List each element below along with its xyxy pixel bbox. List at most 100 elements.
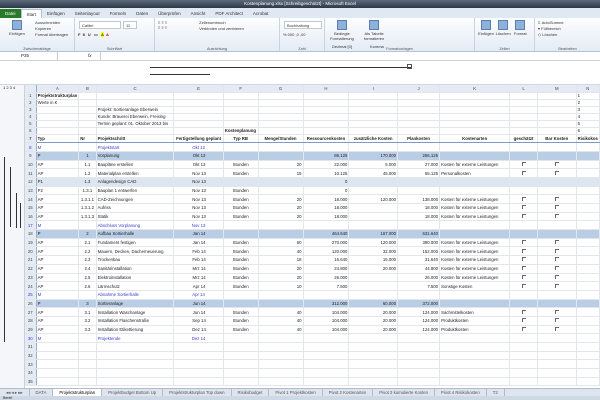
cell[interactable]: Kostenplanung [223, 127, 259, 135]
ribbon-tab-seitenlayout[interactable]: Seitenlayout [74, 11, 100, 16]
cell[interactable]: AP [36, 255, 80, 265]
cell[interactable] [537, 177, 577, 187]
cell[interactable]: 20 [258, 203, 304, 213]
cell[interactable] [439, 342, 511, 352]
fill-button[interactable]: ▾ Füllbereich [538, 26, 561, 31]
cell[interactable] [348, 220, 398, 231]
cell[interactable]: M [36, 142, 80, 152]
cell[interactable] [258, 342, 304, 352]
row-header[interactable]: 3 [25, 106, 37, 114]
row-header[interactable]: 26 [25, 299, 37, 309]
cell[interactable] [537, 186, 577, 196]
cell[interactable] [576, 281, 600, 291]
sheet-tab[interactable]: Pivot 1 Projektkosten [269, 389, 323, 396]
cell[interactable]: Jan 14 [173, 238, 224, 248]
cell[interactable] [78, 377, 97, 387]
cell[interactable] [576, 273, 600, 283]
ribbon-tab-daten[interactable]: Daten [136, 11, 149, 16]
cell[interactable]: 20.000 [348, 307, 398, 317]
column-group-bar[interactable] [150, 74, 210, 75]
cell[interactable] [258, 290, 304, 300]
cell[interactable]: 270.000 [303, 238, 350, 248]
cell[interactable]: Sortieranlage [96, 299, 175, 309]
cell[interactable]: 0 [303, 177, 350, 187]
sheet-tab[interactable]: Risikobudget [232, 389, 270, 396]
ribbon-tab-ansicht[interactable]: Ansicht [190, 11, 206, 16]
cell[interactable] [537, 255, 577, 265]
cell[interactable]: Feb 14 [173, 246, 224, 257]
cell[interactable]: 256.125 [397, 151, 441, 161]
cell[interactable] [537, 238, 577, 248]
cell[interactable] [509, 359, 538, 370]
cell[interactable] [397, 99, 441, 107]
cell[interactable]: 40 [258, 325, 304, 335]
cell[interactable] [439, 106, 511, 114]
cell[interactable]: 1.2 [78, 168, 97, 178]
cell[interactable] [509, 168, 538, 178]
cell[interactable]: Kosten für externe Leistungen [439, 238, 511, 248]
cell[interactable]: 2 [78, 229, 97, 239]
cell[interactable] [348, 120, 398, 128]
cell[interactable]: 32.000 [348, 246, 398, 257]
cell[interactable]: Stunden [223, 273, 259, 283]
cell[interactable] [576, 229, 600, 239]
cell[interactable]: 3.2 [78, 316, 97, 326]
cell[interactable]: Produktkosten [439, 325, 511, 335]
cell[interactable] [96, 127, 175, 135]
cell[interactable]: 20 [258, 273, 304, 283]
cell[interactable] [78, 290, 97, 300]
cell[interactable] [348, 92, 398, 100]
cell[interactable]: Fundament festigen [96, 238, 175, 248]
row-header[interactable]: 16 [25, 212, 37, 222]
cell[interactable] [258, 113, 304, 121]
cell[interactable] [78, 142, 97, 152]
cell[interactable] [537, 377, 577, 387]
row-header[interactable]: 21 [25, 255, 37, 265]
cell[interactable] [397, 220, 441, 231]
cell[interactable] [258, 299, 304, 309]
cell[interactable]: AP [36, 246, 80, 257]
column-header[interactable]: K [439, 85, 511, 93]
cash-cost-checkbox[interactable] [554, 257, 559, 262]
cell[interactable] [509, 151, 538, 161]
cell[interactable] [348, 290, 398, 300]
row-group-bar[interactable] [4, 157, 5, 342]
cash-cost-checkbox[interactable] [554, 283, 559, 288]
cell[interactable] [173, 351, 224, 361]
estimated-checkbox[interactable] [521, 170, 526, 175]
cell[interactable] [223, 333, 259, 343]
cell[interactable]: 138.000 [397, 194, 441, 204]
cell[interactable]: 20 [258, 212, 304, 222]
ribbon-tab-start[interactable]: Start [20, 9, 43, 18]
cell[interactable] [439, 333, 511, 343]
cell[interactable]: P2 [36, 186, 80, 196]
cell[interactable]: P [36, 229, 80, 239]
cell[interactable] [348, 333, 398, 343]
cell[interactable] [348, 368, 398, 378]
row-header[interactable]: 33 [25, 359, 37, 370]
row-header[interactable]: 14 [25, 194, 37, 204]
row-header[interactable]: 23 [25, 273, 37, 283]
cell[interactable]: 40 [258, 316, 304, 326]
cell[interactable] [439, 113, 511, 121]
cell[interactable] [576, 160, 600, 170]
sheet-tab[interactable]: Pivot 2 Kostenarten [323, 389, 374, 396]
cell[interactable] [576, 151, 600, 161]
cell[interactable]: 22.000 [303, 160, 350, 170]
cell[interactable] [397, 368, 441, 378]
cell[interactable] [576, 325, 600, 335]
cell[interactable]: AP [36, 203, 80, 213]
cell[interactable] [576, 368, 600, 378]
cell[interactable]: 10 [258, 281, 304, 291]
cell[interactable] [223, 377, 259, 387]
cell[interactable]: Produktkosten [439, 316, 511, 326]
cell[interactable] [537, 281, 577, 291]
cell[interactable]: Nov 13 [173, 203, 224, 213]
format-painter-button[interactable]: Format übertragen [35, 32, 69, 37]
cell[interactable]: 1.3.1 [78, 186, 97, 196]
cell[interactable] [36, 342, 80, 352]
cell[interactable]: 55.125 [397, 168, 441, 178]
cash-cost-checkbox[interactable] [554, 326, 559, 331]
cell[interactable] [78, 120, 97, 128]
cell[interactable]: Jun 14 [173, 299, 224, 309]
